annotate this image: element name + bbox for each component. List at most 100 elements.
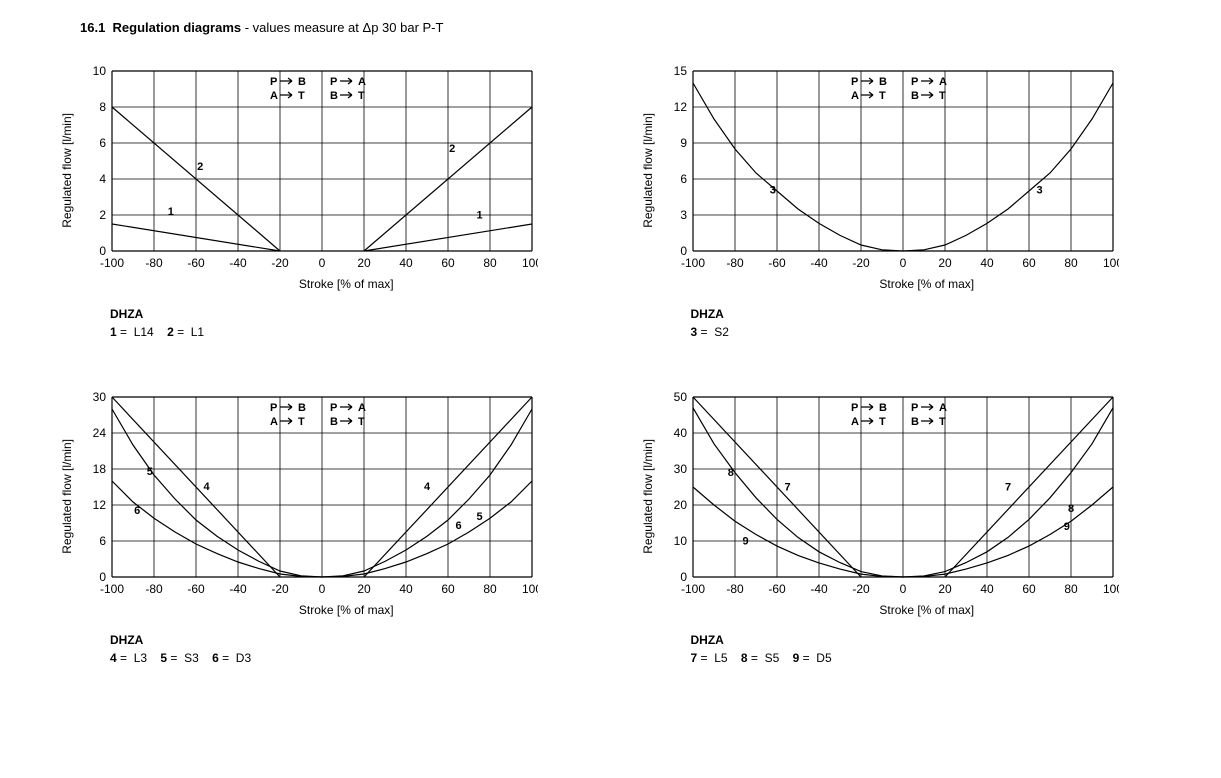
curve-label-4: 4 bbox=[203, 481, 210, 493]
section-suffix: - values measure at Δp 30 bar P-T bbox=[241, 20, 443, 35]
x-axis-label: Stroke [% of max] bbox=[693, 603, 1162, 617]
svg-text:B: B bbox=[298, 76, 306, 88]
curve-9 bbox=[693, 487, 903, 577]
y-tick-label: 50 bbox=[673, 391, 687, 404]
svg-text:B: B bbox=[330, 416, 338, 428]
y-tick-label: 24 bbox=[93, 426, 107, 440]
x-axis-label: Stroke [% of max] bbox=[693, 277, 1162, 291]
y-tick-label: 3 bbox=[680, 208, 687, 222]
y-tick-label: 2 bbox=[99, 208, 106, 222]
y-tick-label: 4 bbox=[99, 172, 106, 186]
port-annotation: PBATPABT bbox=[270, 402, 366, 428]
svg-text:P: P bbox=[911, 76, 918, 88]
y-tick-label: 0 bbox=[99, 244, 106, 258]
curve-3 bbox=[903, 83, 1113, 251]
curve-9 bbox=[903, 487, 1113, 577]
model-label: DHZA bbox=[110, 305, 581, 323]
model-label: DHZA bbox=[110, 631, 581, 649]
x-tick-label: -100 bbox=[680, 582, 704, 596]
x-tick-label: 20 bbox=[938, 256, 952, 270]
x-axis-label: Stroke [% of max] bbox=[112, 603, 581, 617]
x-tick-label: -100 bbox=[100, 582, 124, 596]
x-tick-label: 20 bbox=[938, 582, 952, 596]
x-tick-label: -20 bbox=[852, 256, 870, 270]
svg-text:B: B bbox=[911, 90, 919, 102]
curve-label-9: 9 bbox=[742, 536, 748, 548]
y-axis-label: Regulated flow [l/min] bbox=[60, 439, 74, 554]
x-tick-label: 100 bbox=[522, 256, 538, 270]
x-tick-label: 0 bbox=[899, 582, 906, 596]
svg-text:T: T bbox=[298, 416, 305, 428]
svg-text:T: T bbox=[879, 90, 886, 102]
svg-text:T: T bbox=[298, 90, 305, 102]
chart-cell: Regulated flow [l/min]-100-80-60-40-2002… bbox=[641, 391, 1162, 667]
legend-line: 4 = L3 5 = S3 6 = D3 bbox=[110, 649, 581, 667]
svg-text:T: T bbox=[358, 90, 365, 102]
x-tick-label: 20 bbox=[357, 582, 371, 596]
svg-text:P: P bbox=[911, 402, 918, 414]
y-tick-label: 10 bbox=[93, 65, 107, 78]
svg-text:A: A bbox=[851, 416, 859, 428]
y-tick-label: 6 bbox=[680, 172, 687, 186]
port-annotation: PBATPABT bbox=[270, 76, 366, 102]
x-tick-label: -40 bbox=[810, 256, 828, 270]
y-tick-label: 0 bbox=[680, 244, 687, 258]
svg-text:P: P bbox=[330, 402, 337, 414]
y-tick-label: 12 bbox=[93, 498, 107, 512]
x-tick-label: 40 bbox=[980, 582, 994, 596]
x-tick-label: 0 bbox=[319, 256, 326, 270]
y-axis-label: Regulated flow [l/min] bbox=[641, 113, 655, 228]
y-tick-label: 9 bbox=[680, 136, 687, 150]
x-tick-label: -100 bbox=[680, 256, 704, 270]
x-tick-label: -80 bbox=[145, 582, 163, 596]
svg-text:A: A bbox=[358, 402, 366, 414]
x-tick-label: 80 bbox=[483, 582, 497, 596]
y-tick-label: 15 bbox=[673, 65, 687, 78]
svg-text:B: B bbox=[298, 402, 306, 414]
x-tick-label: -60 bbox=[768, 582, 786, 596]
x-tick-label: 60 bbox=[441, 582, 455, 596]
curve-label-1: 1 bbox=[168, 206, 174, 218]
x-tick-label: 0 bbox=[899, 256, 906, 270]
x-tick-label: 60 bbox=[1022, 256, 1036, 270]
x-tick-label: 100 bbox=[522, 582, 538, 596]
curve-label-9: 9 bbox=[1063, 521, 1069, 533]
y-tick-label: 6 bbox=[99, 534, 106, 548]
curve-label-5: 5 bbox=[147, 466, 153, 478]
x-tick-label: 100 bbox=[1102, 582, 1118, 596]
section-number: 16.1 bbox=[80, 20, 105, 35]
y-tick-label: 18 bbox=[93, 462, 107, 476]
x-axis-label: Stroke [% of max] bbox=[112, 277, 581, 291]
svg-text:P: P bbox=[270, 402, 277, 414]
chart-cell: Regulated flow [l/min]-100-80-60-40-2002… bbox=[641, 65, 1162, 341]
chart-svg: -100-80-60-40-2002040608010001020304050P… bbox=[659, 391, 1119, 601]
x-tick-label: -60 bbox=[768, 256, 786, 270]
y-tick-label: 8 bbox=[99, 100, 106, 114]
svg-text:T: T bbox=[358, 416, 365, 428]
x-tick-label: 80 bbox=[483, 256, 497, 270]
y-tick-label: 10 bbox=[673, 534, 687, 548]
chart-cell: Regulated flow [l/min]-100-80-60-40-2002… bbox=[60, 65, 581, 341]
curve-label-3: 3 bbox=[1036, 184, 1042, 196]
legend-line: 3 = S2 bbox=[691, 323, 1162, 341]
curve-6 bbox=[322, 481, 532, 577]
svg-text:P: P bbox=[851, 402, 858, 414]
curve-label-6: 6 bbox=[455, 520, 461, 532]
svg-text:T: T bbox=[939, 90, 946, 102]
svg-text:A: A bbox=[851, 90, 859, 102]
x-tick-label: 40 bbox=[399, 256, 413, 270]
y-tick-label: 40 bbox=[673, 426, 687, 440]
y-tick-label: 6 bbox=[99, 136, 106, 150]
y-axis-label: Regulated flow [l/min] bbox=[641, 439, 655, 554]
chart-svg: -100-80-60-40-200204060801000612182430PB… bbox=[78, 391, 538, 601]
svg-text:B: B bbox=[879, 76, 887, 88]
x-tick-label: 80 bbox=[1064, 582, 1078, 596]
legend-line: 7 = L5 8 = S5 9 = D5 bbox=[691, 649, 1162, 667]
x-tick-label: -20 bbox=[271, 582, 289, 596]
y-tick-label: 0 bbox=[680, 570, 687, 584]
x-tick-label: -20 bbox=[852, 582, 870, 596]
curve-label-8: 8 bbox=[727, 467, 733, 479]
svg-text:P: P bbox=[270, 76, 277, 88]
curve-5 bbox=[322, 409, 532, 577]
svg-text:T: T bbox=[939, 416, 946, 428]
